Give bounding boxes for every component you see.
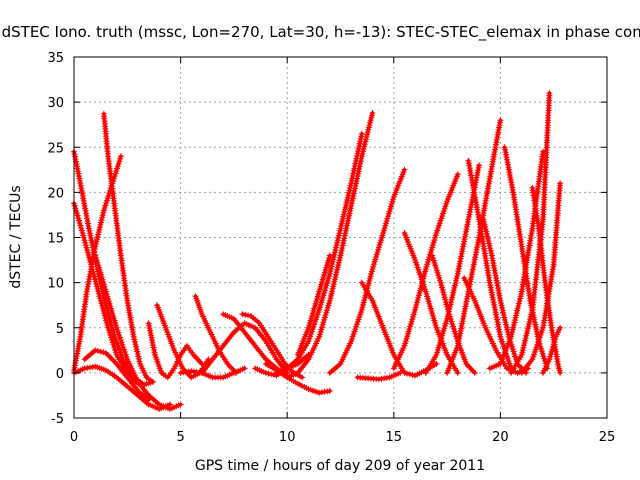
y-axis-label: dSTEC / TECUs [8,185,24,288]
series-36 [540,324,564,376]
series-markers [444,117,504,376]
chart-title: dSTEC Iono. truth (mssc, Lon=270, Lat=30… [2,23,640,42]
series-markers [518,180,564,376]
series-markers [92,252,184,412]
series-18 [273,130,365,376]
series-28 [465,157,515,372]
series-markers [154,302,212,381]
series-27 [444,117,504,376]
series-markers [81,347,152,403]
series-22 [358,279,440,379]
series-markers [461,275,532,376]
y-tick-label: 0 [56,367,64,382]
series-6 [81,347,152,403]
series-markers [358,279,440,379]
x-tick-label: 5 [176,430,184,445]
y-tick-label: 20 [47,186,64,201]
series-markers [294,252,333,358]
series-3 [100,110,156,385]
series-markers [177,365,248,381]
series-12 [198,320,291,376]
series-markers [284,110,376,381]
y-tick-label: 25 [47,141,64,156]
series-markers [100,110,156,385]
series-29 [461,275,532,376]
series-markers [273,130,365,376]
series-markers [540,324,564,376]
series-track [487,150,545,371]
series-markers [501,144,551,372]
series-markers [465,157,515,372]
y-tick-label: -5 [51,412,64,427]
series-35 [518,180,564,376]
x-tick-label: 20 [492,430,509,445]
series-17 [284,110,376,381]
series-markers [529,184,564,376]
series-20 [326,166,408,376]
series-11 [177,365,248,381]
series-track [285,111,375,380]
series-19 [294,252,333,358]
x-tick-label: 15 [386,430,403,445]
series-markers [326,166,408,376]
series-26 [429,252,478,376]
y-tick-label: 35 [47,51,64,66]
series-markers [354,369,404,383]
series-track [264,362,332,395]
y-tick-label: 5 [56,322,64,337]
series-23 [390,171,461,372]
x-tick-label: 25 [599,430,616,445]
x-tick-label: 10 [279,430,296,445]
series-markers [390,171,461,372]
axis-ticks: 0 5 10 15 20 25 -5 0 5 10 15 20 25 30 35 [47,51,615,445]
series-layer [71,90,564,412]
series-21 [354,369,404,383]
x-tick-label: 0 [70,430,78,445]
y-tick-label: 15 [47,232,64,247]
series-7 [92,252,184,412]
x-axis-label: GPS time / hours of day 209 of year 2011 [195,458,485,474]
y-tick-label: 30 [47,96,64,111]
y-tick-label: 10 [47,277,64,292]
series-32 [501,144,551,372]
